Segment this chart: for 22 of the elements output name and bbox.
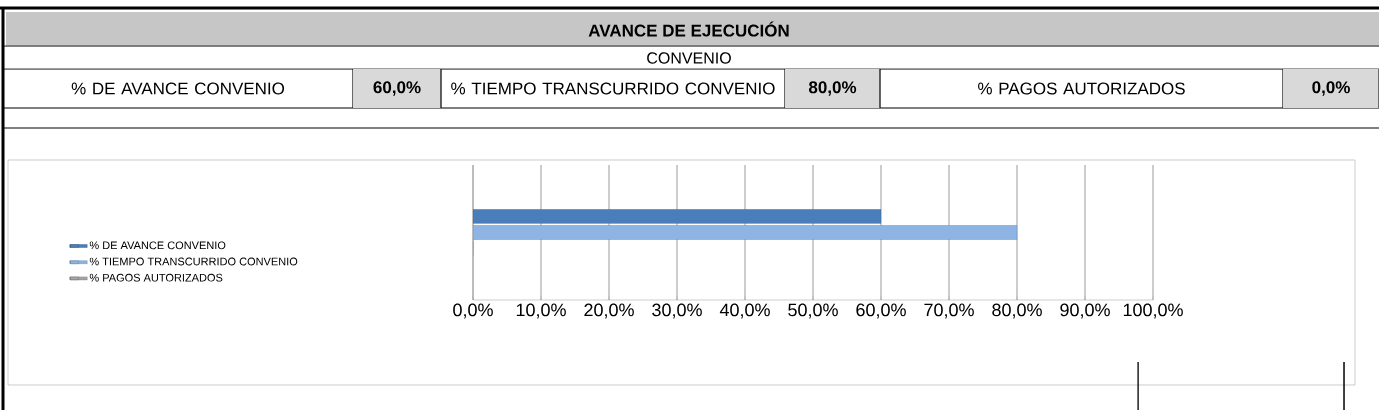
x-tick-label: 70,0% bbox=[924, 303, 974, 319]
text: % PAGOS AUTORIZADOS bbox=[978, 82, 1185, 95]
x-tick-label: 100,0% bbox=[1123, 303, 1183, 319]
legend-label: % TIEMPO TRANSCURRIDO CONVENIO bbox=[89, 257, 298, 266]
text: 80,0% bbox=[808, 81, 857, 96]
x-tick-label: 80,0% bbox=[992, 303, 1042, 319]
chart-subtitle: CONVENIO bbox=[647, 52, 731, 64]
x-tick-label: 90,0% bbox=[1060, 303, 1110, 319]
text: 0,0% bbox=[1312, 81, 1350, 96]
chart-title: AVANCE DE EJECUCIÓN bbox=[588, 21, 789, 37]
x-tick-label: 0,0% bbox=[453, 303, 493, 319]
x-tick-label: 10,0% bbox=[516, 303, 566, 319]
text: % DE AVANCE CONVENIO bbox=[71, 82, 285, 95]
legend-label: % PAGOS AUTORIZADOS bbox=[89, 273, 223, 282]
x-tick-label: 20,0% bbox=[584, 303, 634, 319]
x-tick-label: 50,0% bbox=[788, 303, 838, 319]
x-tick-label: 40,0% bbox=[719, 303, 770, 319]
legend-label: % DE AVANCE CONVENIO bbox=[89, 241, 226, 250]
text: 60,0% bbox=[373, 81, 421, 96]
text: % TIEMPO TRANSCURRIDO CONVENIO bbox=[451, 82, 775, 95]
x-tick-label: 60,0% bbox=[856, 303, 906, 319]
x-tick-label: 30,0% bbox=[652, 303, 702, 319]
